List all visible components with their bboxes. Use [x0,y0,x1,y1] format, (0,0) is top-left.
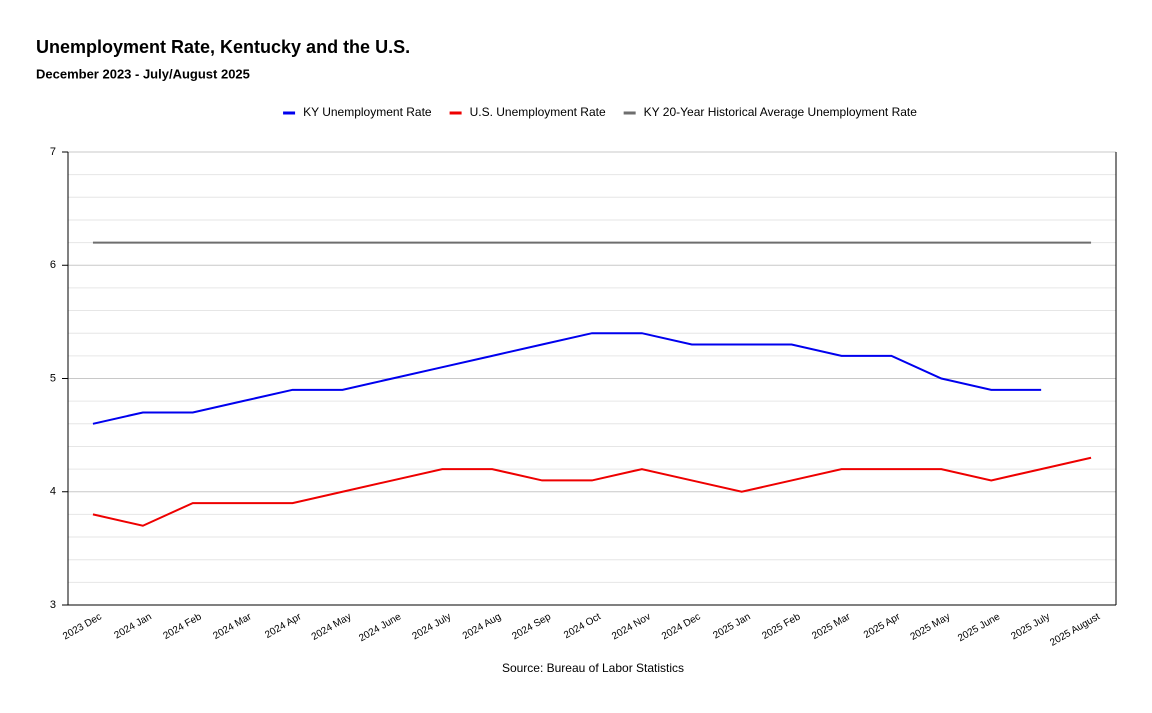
x-tick-label: 2023 Dec [61,611,104,642]
x-tick-label: 2024 May [310,611,354,642]
x-tick-label: 2024 Feb [161,611,203,642]
x-tick-label: 2024 Aug [461,611,503,642]
series-line [92,456,1092,527]
x-tick-label: 2024 June [357,611,403,644]
x-tick-label: 2025 Mar [810,611,853,642]
x-tick-label: 2025 Apr [862,611,903,641]
x-tick-label: 2025 June [956,611,1002,644]
x-tick-label: 2024 Oct [562,611,603,641]
x-tick-label: 2025 May [909,611,953,642]
x-tick-label: 2024 Mar [211,611,254,642]
x-tick-label: 2024 Jan [113,611,154,641]
x-tick-label: 2025 Feb [760,611,802,642]
legend-label: KY Unemployment Rate [303,105,432,119]
x-tick-label: 2024 July [411,611,454,642]
chart-title: Unemployment Rate, Kentucky and the U.S. [36,37,410,57]
y-tick-label: 4 [50,486,56,498]
y-tick-label: 3 [50,599,56,611]
x-tick-label: 2024 Sep [510,611,553,642]
legend-label: KY 20-Year Historical Average Unemployme… [644,105,918,119]
y-tick-label: 5 [50,372,56,384]
x-tick-label: 2025 August [1048,611,1102,648]
series-line [92,332,1042,425]
chart-subtitle: December 2023 - July/August 2025 [36,66,250,81]
x-tick-label: 2025 July [1009,611,1052,642]
x-tick-label: 2024 Nov [610,611,653,642]
y-tick-label: 6 [50,259,56,271]
x-tick-label: 2024 Dec [660,611,703,642]
legend-label: U.S. Unemployment Rate [470,105,606,119]
x-tick-label: 2024 Apr [263,611,304,641]
y-tick-label: 7 [50,146,56,158]
x-tick-label: 2025 Jan [711,611,752,641]
source-note: Source: Bureau of Labor Statistics [502,661,684,675]
